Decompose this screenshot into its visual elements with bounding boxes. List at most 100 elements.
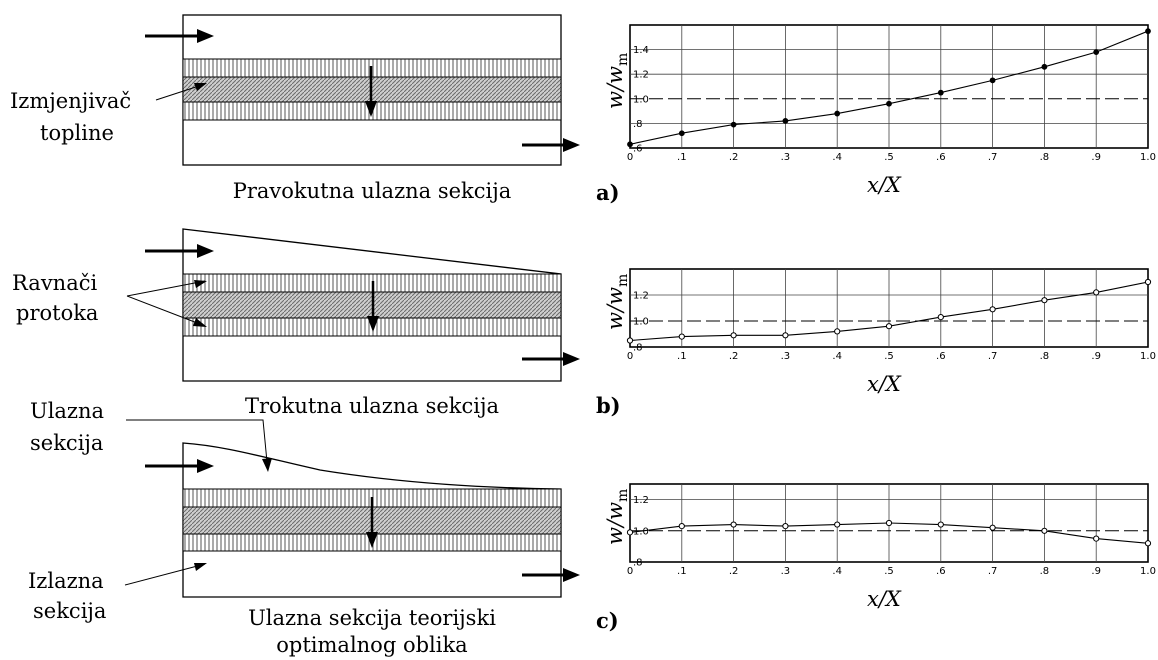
- diagram-optimal: [124, 419, 580, 598]
- x-tick-label: .8: [1040, 351, 1050, 362]
- plots-layer: .6 .8 1.0 1.2 1.4 0 .1 .2 .3 .4 .5 .6 .7 .8 .9 1.0 .8 1.0…: [627, 25, 1156, 577]
- x-tick-label: .4: [832, 351, 842, 362]
- callout-arrows-straighteners: [126, 280, 207, 327]
- callout-straighteners-line1: Ravnači: [12, 271, 98, 295]
- callout-straighteners-line2: protoka: [16, 301, 99, 325]
- data-point: [730, 332, 737, 339]
- callout-outlet-section-line1: Izlazna: [28, 569, 104, 593]
- x-tick-label: .5: [884, 152, 894, 163]
- x-tick-label: 1.0: [1140, 152, 1156, 163]
- y-tick-label: 1.0: [633, 94, 649, 105]
- data-point: [730, 121, 737, 128]
- x-tick-label: .4: [832, 152, 842, 163]
- inlet-flow-arrow: [145, 244, 214, 258]
- panel-label-a: a): [596, 180, 620, 205]
- data-point: [1144, 540, 1152, 547]
- data-point: [1041, 63, 1048, 70]
- data-point: [782, 523, 789, 530]
- panel-label-b: b): [596, 393, 621, 418]
- x-tick-label: .3: [781, 566, 791, 577]
- x-tick-label: .1: [677, 566, 687, 577]
- x-tick-label: .9: [1091, 351, 1101, 362]
- x-axis-label: x/X: [867, 587, 901, 611]
- data-point: [730, 521, 737, 528]
- data-point: [1093, 535, 1100, 542]
- x-tick-label: .6: [936, 152, 946, 163]
- data-point: [782, 332, 789, 339]
- data-point: [1041, 527, 1048, 534]
- y-tick-label: 1.2: [633, 70, 649, 81]
- callout-outlet-section-line2: sekcija: [33, 599, 107, 623]
- x-tick-label: .1: [677, 351, 687, 362]
- data-point: [678, 333, 685, 340]
- through-flow-arrow: [365, 66, 377, 117]
- caption-triangular: Trokutna ulazna sekcija: [244, 394, 500, 418]
- data-point: [782, 118, 789, 124]
- callout-arrow-heat-exchanger: [155, 83, 207, 101]
- data-point: [1144, 278, 1152, 286]
- x-tick-label: .5: [884, 566, 894, 577]
- data-point: [834, 110, 841, 117]
- y-tick-label: 1.4: [633, 45, 649, 56]
- callout-inlet-section-line1: Ulazna: [30, 399, 105, 423]
- y-tick-label: 1.0: [633, 526, 649, 537]
- outlet-flow-arrow: [522, 568, 580, 582]
- x-tick-label: .7: [988, 566, 998, 577]
- data-point: [989, 77, 996, 84]
- x-tick-label: .4: [832, 566, 842, 577]
- x-tick-label: .3: [781, 351, 791, 362]
- x-tick-label: .6: [936, 351, 946, 362]
- x-tick-label: .1: [677, 152, 687, 163]
- outlet-flow-arrow: [522, 138, 580, 152]
- data-point: [626, 337, 634, 344]
- x-tick-label: 1.0: [1140, 351, 1156, 362]
- x-tick-label: 0: [627, 566, 633, 577]
- x-tick-label: .2: [729, 566, 739, 577]
- y-tick-label: 1.2: [633, 495, 649, 506]
- data-point: [834, 521, 841, 528]
- data-point: [937, 314, 944, 321]
- data-point: [885, 519, 893, 527]
- data-point: [885, 323, 893, 330]
- data-point: [989, 524, 996, 531]
- y-tick-label: 1.2: [633, 291, 649, 302]
- x-tick-label: 0: [627, 152, 633, 163]
- caption-optimal-line1: Ulazna sekcija teorijski: [248, 606, 496, 630]
- x-tick-label: 0: [627, 351, 633, 362]
- diagram-triangular: [126, 228, 580, 382]
- y-tick-label: .8: [633, 558, 643, 569]
- data-point: [678, 523, 685, 530]
- duct-outline: [182, 442, 562, 598]
- data-point: [1093, 289, 1100, 296]
- y-tick-label: 1.0: [633, 317, 649, 328]
- through-flow-arrow: [366, 497, 378, 548]
- x-tick-label: .9: [1091, 566, 1101, 577]
- data-point: [627, 141, 633, 148]
- x-tick-label: .6: [936, 566, 946, 577]
- x-tick-label: .7: [988, 351, 998, 362]
- inlet-flow-arrow: [145, 29, 214, 43]
- data-point: [937, 89, 944, 96]
- data-point: [1041, 297, 1048, 304]
- y-axis-label: w/wm: [603, 488, 632, 545]
- callout-inlet-section-line2: sekcija: [30, 431, 104, 455]
- caption-optimal-line2: optimalnog oblika: [276, 633, 468, 657]
- data-point: [989, 306, 996, 313]
- x-axis-label: x/X: [867, 372, 901, 396]
- y-tick-label: .8: [633, 343, 643, 354]
- x-tick-label: .3: [781, 152, 791, 163]
- data-point: [886, 100, 892, 107]
- y-tick-label: .6: [633, 144, 643, 155]
- diagram-rectangular: [145, 14, 580, 166]
- data-point: [937, 521, 944, 528]
- x-tick-label: .7: [988, 152, 998, 163]
- x-tick-label: .5: [884, 351, 894, 362]
- x-tick-label: 1.0: [1140, 566, 1156, 577]
- outlet-flow-arrow: [522, 352, 580, 366]
- y-tick-label: .8: [633, 119, 643, 130]
- data-point: [1145, 28, 1151, 35]
- data-point: [1093, 49, 1100, 55]
- callout-arrow-inlet-section: [126, 419, 272, 472]
- callout-heat-exchanger-line2: topline: [40, 121, 114, 145]
